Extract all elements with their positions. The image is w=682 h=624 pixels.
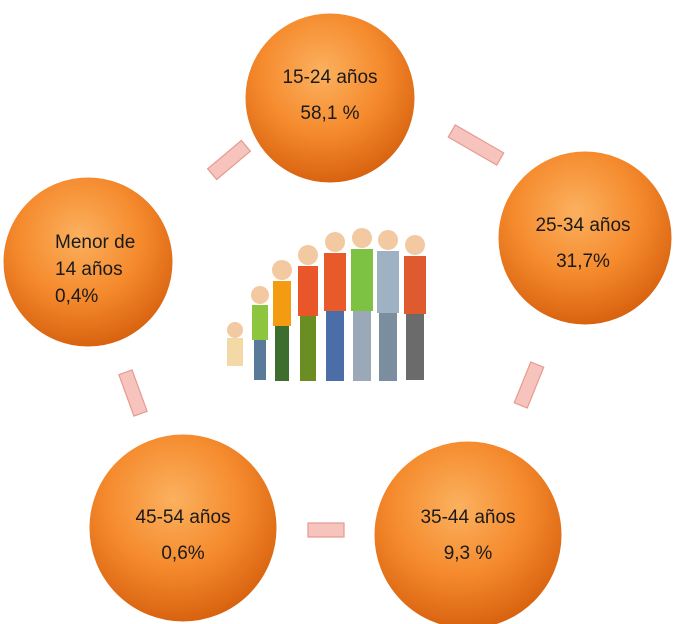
node-text: 0,4% — [55, 286, 98, 307]
age-node: 35-44 años 9,3 % — [373, 440, 563, 624]
connector — [514, 362, 543, 408]
age-node: Menor de 14 años 0,4% — [2, 176, 174, 348]
connector — [119, 370, 147, 416]
node-text: 58,1 % — [300, 103, 359, 124]
age-node: 25-34 años 31,7% — [497, 150, 673, 326]
node-text: 14 años — [55, 259, 123, 280]
connector — [448, 125, 503, 165]
node-text: Menor de — [55, 232, 135, 253]
node-circle — [373, 440, 563, 624]
node-text: 0,6% — [161, 543, 204, 564]
age-node: 15-24 años 58,1 % — [244, 12, 416, 184]
node-circle — [497, 150, 673, 326]
people-illustration — [227, 228, 426, 381]
node-text: 35-44 años — [420, 507, 515, 528]
node-circle — [244, 12, 416, 184]
node-text: 25-34 años — [535, 215, 630, 236]
connector — [208, 140, 251, 179]
cycle-diagram: 15-24 años 58,1 % 25-34 años 31,7% 35-44 año… — [0, 0, 682, 624]
node-text: 9,3 % — [444, 543, 493, 564]
connector — [308, 523, 344, 537]
node-text: 31,7% — [556, 251, 610, 272]
node-text: 15-24 años — [282, 67, 377, 88]
node-text: 45-54 años — [135, 507, 230, 528]
age-node: 45-54 años 0,6% — [88, 433, 278, 623]
